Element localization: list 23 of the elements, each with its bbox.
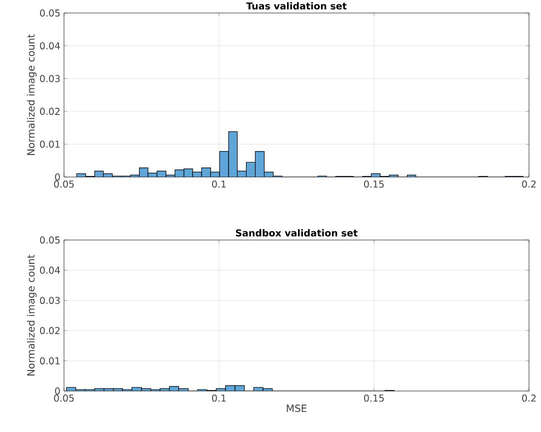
y-tick-label: 0.05 <box>40 236 60 244</box>
x-tick-label: 0.15 <box>364 394 384 402</box>
x-tick-label: 0.15 <box>364 180 384 188</box>
x-tick-label: 0.1 <box>212 394 226 402</box>
y-tick-label: 0.03 <box>40 75 60 82</box>
x-tick-label: 0.1 <box>212 180 226 188</box>
y-tick-label: 0.04 <box>40 42 60 50</box>
y-tick-label: 0 <box>55 387 60 395</box>
y-tick-label: 0.05 <box>40 9 60 17</box>
y-tick-label: 0.01 <box>40 357 60 364</box>
y-tick-label: 0.04 <box>40 266 60 274</box>
y-axis-title: Normalized image count <box>26 34 37 155</box>
chart-title: Sandbox validation set <box>236 229 358 237</box>
y-tick-label: 0.02 <box>40 327 60 334</box>
y-axis-title: Normalized image count <box>26 254 37 376</box>
x-tick-label: 0.2 <box>522 394 536 402</box>
chart-title: Tuas validation set <box>246 2 347 10</box>
y-tick-label: 0 <box>55 173 60 181</box>
x-axis-title: MSE <box>286 404 306 412</box>
y-tick-label: 0.01 <box>40 140 60 148</box>
x-tick-label: 0.2 <box>522 180 536 188</box>
y-tick-label: 0.02 <box>40 108 60 115</box>
y-tick-label: 0.03 <box>40 296 60 304</box>
